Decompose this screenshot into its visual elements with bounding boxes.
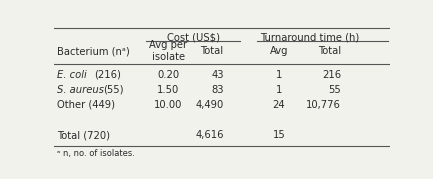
Text: Total: Total	[318, 46, 341, 56]
Text: Bacterium (nᵃ): Bacterium (nᵃ)	[58, 46, 130, 56]
Text: Total (720): Total (720)	[58, 130, 110, 140]
Text: Turnaround time (h): Turnaround time (h)	[260, 32, 359, 42]
Text: Cost (US$): Cost (US$)	[167, 32, 220, 42]
Text: 10,776: 10,776	[306, 100, 341, 110]
Text: 0.20: 0.20	[157, 70, 179, 79]
Text: 24: 24	[273, 100, 285, 110]
Text: 15: 15	[273, 130, 285, 140]
Text: Other (449): Other (449)	[58, 100, 116, 110]
Text: Avg: Avg	[270, 46, 288, 56]
Text: Total: Total	[200, 46, 223, 56]
Text: 83: 83	[211, 85, 223, 95]
Text: Avg per
isolate: Avg per isolate	[149, 40, 187, 62]
Text: (216): (216)	[94, 70, 121, 79]
Text: 4,490: 4,490	[195, 100, 223, 110]
Text: S. aureus: S. aureus	[58, 85, 107, 95]
Text: E. coli: E. coli	[58, 70, 89, 79]
Text: 1.50: 1.50	[157, 85, 179, 95]
Text: 4,616: 4,616	[195, 130, 223, 140]
Text: 43: 43	[211, 70, 223, 79]
Text: 1: 1	[276, 85, 282, 95]
Text: 216: 216	[322, 70, 341, 79]
Text: (55): (55)	[103, 85, 123, 95]
Text: 1: 1	[276, 70, 282, 79]
Text: 10.00: 10.00	[154, 100, 182, 110]
Text: ᵃ n, no. of isolates.: ᵃ n, no. of isolates.	[58, 149, 136, 158]
Text: 55: 55	[328, 85, 341, 95]
